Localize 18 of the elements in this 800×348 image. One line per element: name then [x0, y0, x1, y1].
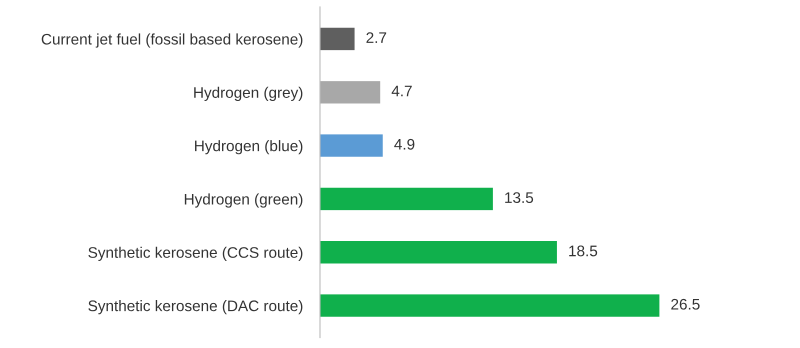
bar [320, 81, 380, 104]
y-tick-label: Current jet fuel (fossil based kerosene) [42, 33, 302, 48]
y-tick-label: Hydrogen (blue) [195, 140, 302, 154]
y-tick-label: Hydrogen (green) [184, 193, 302, 208]
data-label: 4.7 [392, 86, 412, 96]
data-label: 26.5 [671, 298, 700, 310]
bar [320, 188, 493, 210]
bar [320, 134, 383, 157]
bar [320, 241, 557, 264]
y-tick-label: Synthetic kerosene (CCS route) [88, 246, 302, 261]
data-label: 2.7 [366, 32, 386, 43]
bar [320, 28, 355, 50]
bar [320, 294, 660, 317]
y-tick-label: Synthetic kerosene (DAC route) [88, 300, 302, 314]
data-label: 4.9 [394, 138, 414, 150]
y-tick-label: Hydrogen (grey) [194, 86, 302, 101]
data-label: 13.5 [505, 192, 534, 204]
data-label: 18.5 [569, 246, 598, 256]
